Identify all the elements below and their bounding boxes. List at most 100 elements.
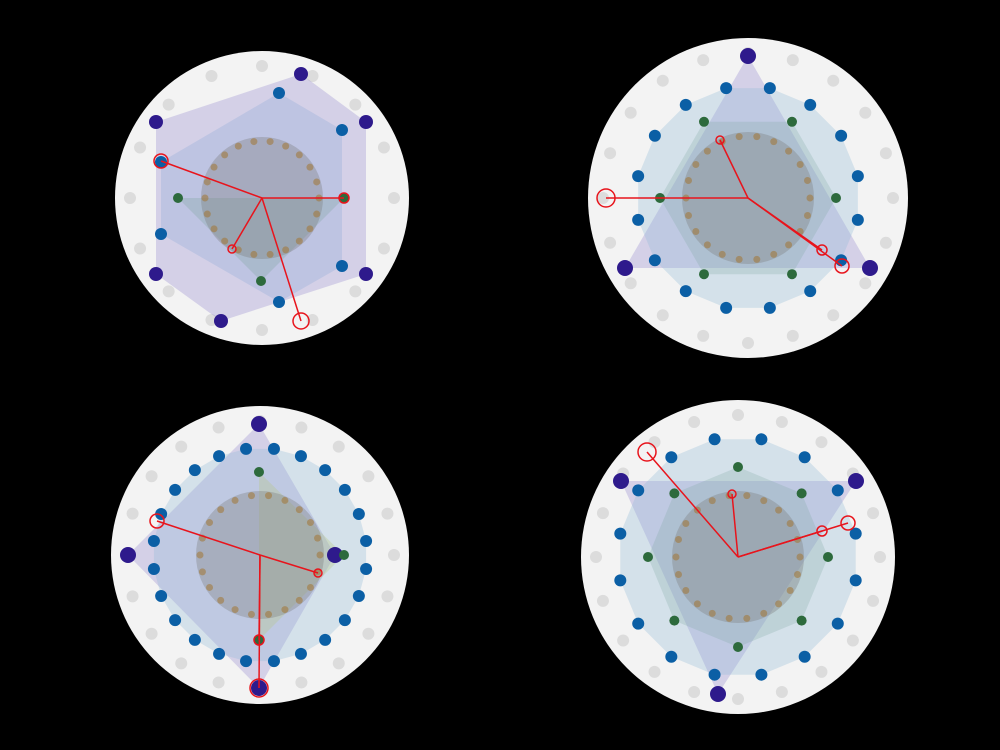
core-dot bbox=[295, 506, 303, 514]
empty-slot bbox=[145, 470, 158, 483]
empty-slot bbox=[256, 324, 268, 336]
core-dot bbox=[753, 255, 761, 263]
link bbox=[646, 451, 739, 558]
piece bbox=[338, 614, 351, 627]
piece bbox=[336, 124, 348, 136]
empty-slot bbox=[377, 242, 390, 255]
piece bbox=[708, 433, 721, 446]
piece bbox=[823, 552, 833, 562]
piece bbox=[359, 267, 373, 281]
board-panel bbox=[115, 51, 409, 345]
piece bbox=[632, 170, 645, 183]
core-dot bbox=[675, 570, 683, 578]
core-dot bbox=[672, 553, 680, 561]
empty-slot bbox=[596, 594, 609, 607]
empty-slot bbox=[648, 436, 661, 449]
piece bbox=[267, 655, 280, 668]
territory bbox=[128, 424, 335, 688]
piece bbox=[848, 473, 864, 489]
core-dot bbox=[806, 194, 814, 202]
core-dot bbox=[282, 246, 290, 254]
empty-slot bbox=[859, 277, 872, 290]
piece bbox=[798, 650, 811, 663]
link-end bbox=[840, 515, 856, 531]
piece bbox=[327, 547, 343, 563]
core-dot bbox=[743, 492, 751, 500]
empty-slot bbox=[381, 590, 394, 603]
core-dot bbox=[803, 177, 811, 185]
core-dot bbox=[295, 151, 303, 159]
empty-slot bbox=[815, 436, 828, 449]
empty-slot bbox=[134, 141, 147, 154]
empty-slot bbox=[388, 192, 400, 204]
empty-slot bbox=[306, 70, 319, 83]
core-dot bbox=[196, 551, 204, 559]
empty-slot bbox=[175, 657, 188, 670]
empty-slot bbox=[827, 74, 840, 87]
link-end bbox=[153, 153, 169, 169]
empty-slot bbox=[212, 676, 225, 689]
piece bbox=[699, 269, 709, 280]
core-dot bbox=[725, 614, 733, 622]
piece bbox=[273, 87, 285, 99]
empty-slot bbox=[656, 309, 669, 322]
piece bbox=[831, 617, 844, 630]
empty-slot bbox=[604, 147, 617, 160]
core-dot bbox=[693, 600, 701, 608]
empty-slot bbox=[624, 106, 637, 119]
piece bbox=[632, 617, 645, 630]
piece bbox=[173, 193, 183, 203]
piece bbox=[862, 260, 878, 276]
core-dot bbox=[682, 587, 690, 595]
empty-slot bbox=[597, 192, 609, 204]
piece bbox=[665, 650, 678, 663]
piece bbox=[720, 82, 733, 95]
core-dot bbox=[685, 211, 693, 219]
empty-slot bbox=[295, 421, 308, 434]
piece bbox=[267, 442, 280, 455]
empty-slot bbox=[377, 141, 390, 154]
core-dot bbox=[703, 241, 711, 249]
empty-slot bbox=[162, 285, 175, 298]
piece bbox=[632, 484, 645, 497]
link-end bbox=[596, 188, 616, 208]
empty-slot bbox=[388, 549, 400, 561]
piece bbox=[755, 668, 768, 681]
core-dot bbox=[735, 133, 743, 141]
core-dot bbox=[203, 178, 211, 186]
empty-slot bbox=[846, 634, 859, 647]
empty-slot bbox=[656, 74, 669, 87]
piece bbox=[643, 552, 653, 562]
empty-slot bbox=[596, 507, 609, 520]
piece bbox=[733, 462, 743, 472]
piece bbox=[188, 633, 201, 646]
piece bbox=[614, 574, 627, 587]
piece bbox=[359, 115, 373, 129]
link-end bbox=[727, 489, 737, 499]
piece bbox=[339, 550, 349, 560]
empty-slot bbox=[887, 192, 899, 204]
core-dot bbox=[760, 609, 768, 617]
piece bbox=[665, 451, 678, 464]
empty-slot bbox=[617, 634, 630, 647]
empty-slot bbox=[688, 686, 701, 699]
territory bbox=[259, 472, 344, 640]
empty-slot bbox=[879, 236, 892, 249]
core-dot bbox=[803, 211, 811, 219]
piece bbox=[710, 686, 726, 702]
piece bbox=[147, 535, 160, 548]
core-dot bbox=[231, 606, 239, 614]
empty-slot bbox=[697, 329, 710, 342]
piece bbox=[740, 48, 756, 64]
link bbox=[719, 139, 749, 199]
piece bbox=[669, 615, 680, 626]
empty-slot bbox=[879, 147, 892, 160]
empty-slot bbox=[381, 507, 394, 520]
empty-slot bbox=[786, 329, 799, 342]
link-end bbox=[149, 513, 165, 529]
core-dot bbox=[760, 497, 768, 505]
core-dot bbox=[306, 583, 314, 591]
piece bbox=[294, 67, 308, 81]
territory bbox=[178, 198, 344, 281]
piece bbox=[798, 451, 811, 464]
